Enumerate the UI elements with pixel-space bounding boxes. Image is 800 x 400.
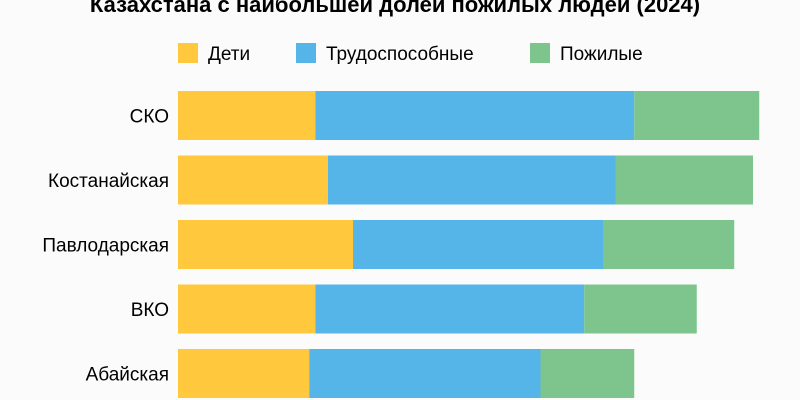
chart-title: Казахстана с наибольшей долей пожилых лю… [90,0,700,17]
bar-3-series-2 [353,220,603,269]
legend-swatch-3 [530,43,550,63]
category-label-4: ВКО [131,300,169,321]
legend-label-2: Трудоспособные [326,44,474,65]
legend: Дети Трудоспособные Пожилые [178,43,643,65]
legend-label-1: Дети [208,44,250,65]
bar-1-series-1 [178,91,316,140]
bars-group [178,91,760,398]
bar-2-series-2 [328,155,616,205]
bar-3-series-3 [603,220,735,269]
bar-5-series-1 [178,349,310,398]
bar-4-series-3 [584,284,697,334]
bar-5-series-3 [540,349,635,398]
category-label-1: СКО [130,107,169,128]
bar-4-series-2 [315,284,585,334]
legend-swatch-2 [296,43,316,63]
bar-4-series-1 [178,284,316,334]
category-label-5: Абайская [86,365,169,386]
bar-5-series-2 [309,349,541,398]
legend-swatch-1 [178,43,198,63]
bar-1-series-2 [315,91,635,140]
bar-1-series-3 [634,91,760,140]
category-label-3: Павлодарская [42,236,169,257]
category-labels: СКО Костанайская Павлодарская ВКО Абайская [42,107,169,386]
category-label-2: Костанайская [48,171,169,192]
bar-3-series-1 [178,220,353,269]
bar-2-series-3 [615,155,753,205]
bar-2-series-1 [178,155,328,205]
legend-label-3: Пожилые [560,44,643,65]
